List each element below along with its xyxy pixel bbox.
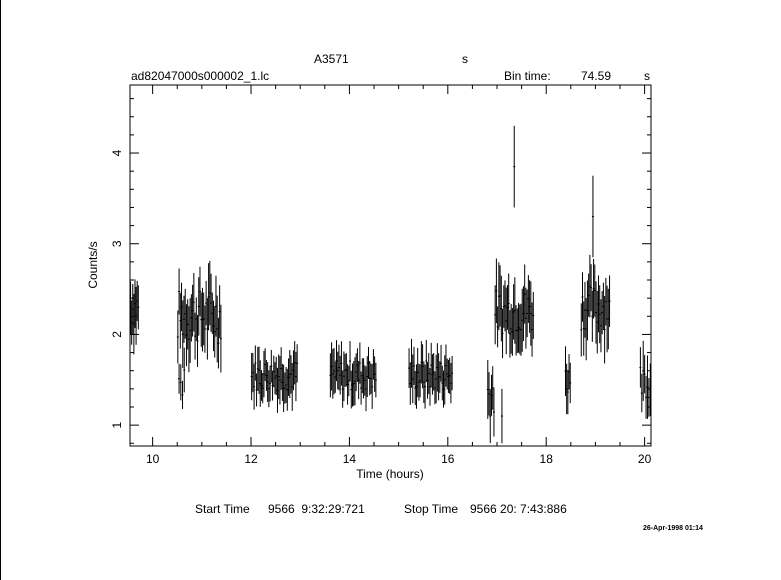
x-tick-label: 20 — [638, 452, 652, 466]
x-axis-label: Time (hours) — [356, 467, 424, 481]
x-tick-label: 16 — [441, 452, 455, 466]
stop-time-value: 9566 20: 7:43:886 — [470, 502, 567, 516]
window-left-border — [0, 0, 1, 580]
y-axis-label: Counts/s — [86, 241, 100, 288]
y-tick-label: 1 — [110, 421, 124, 428]
plot-frame — [129, 84, 652, 447]
x-tick-label: 10 — [146, 452, 160, 466]
data-points — [129, 125, 652, 444]
start-time-value: 9566 9:32:29:721 — [268, 502, 365, 516]
object-unit: s — [462, 52, 468, 66]
x-tick-label: 12 — [244, 452, 258, 466]
file-name: ad82047000s000002_1.lc — [131, 69, 270, 83]
bin-time-value: 74.59 — [581, 69, 612, 83]
bin-time-label: Bin time: — [504, 69, 551, 83]
object-name: A3571 — [314, 52, 349, 66]
x-tick-label: 14 — [343, 452, 357, 466]
start-time-label: Start Time — [195, 502, 250, 516]
stop-time-label: Stop Time — [404, 502, 459, 516]
y-tick-label: 2 — [110, 331, 124, 338]
x-tick-label: 18 — [540, 452, 554, 466]
plot-date: 26-Apr-1998 01:14 — [643, 525, 703, 532]
bin-time-unit: s — [644, 69, 650, 83]
y-tick-label: 3 — [110, 240, 124, 247]
y-tick-label: 4 — [110, 149, 124, 156]
